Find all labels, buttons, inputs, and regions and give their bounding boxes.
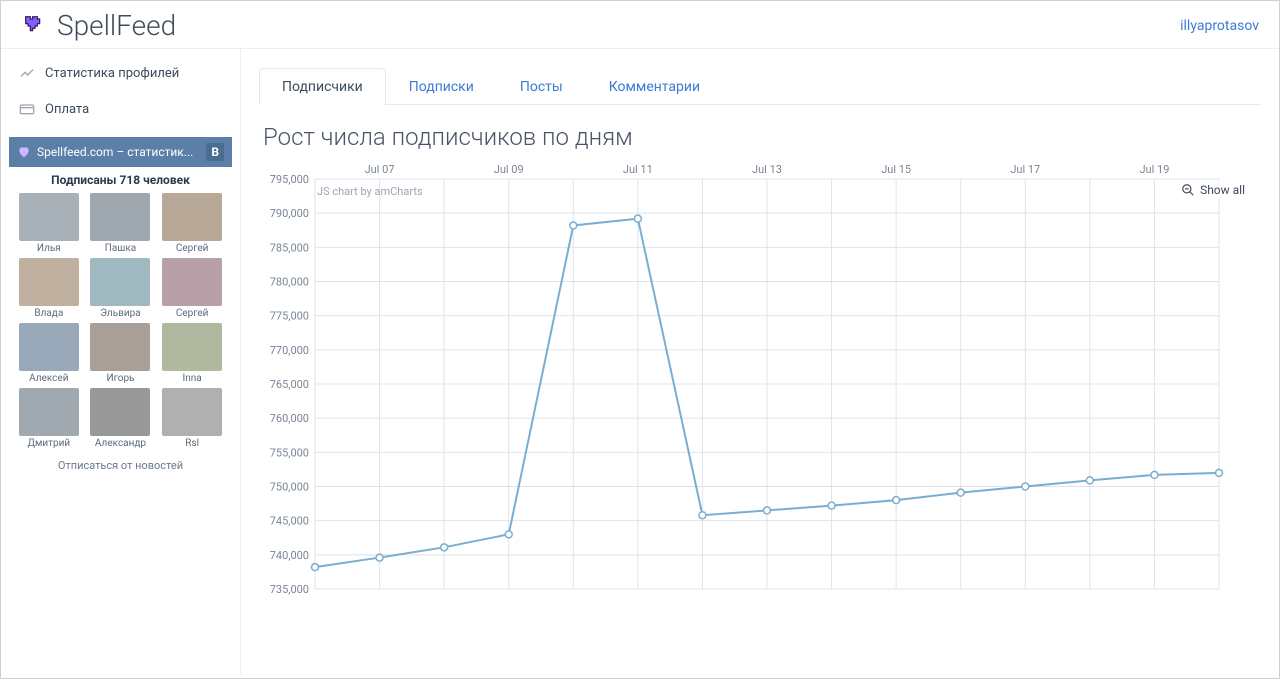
credit-card-icon (19, 101, 35, 117)
layout: Статистика профилей Оплата Spellfeed.com… (1, 49, 1279, 674)
svg-text:Jul 19: Jul 19 (1139, 163, 1169, 176)
svg-text:750,000: 750,000 (270, 481, 309, 494)
vk-person-name: Сергей (158, 308, 226, 319)
avatar (162, 258, 222, 306)
chart-title: Рост числа подписчиков по дням (263, 123, 1261, 151)
vk-unsubscribe[interactable]: Отписаться от новостей (9, 449, 232, 482)
tab-Подписчики[interactable]: Подписчики (259, 68, 386, 105)
vk-sub-count: Подписаны 718 человек (9, 167, 232, 193)
vk-person[interactable]: Эльвира (87, 258, 155, 319)
vk-person[interactable]: Илья (15, 193, 83, 254)
heart-icon (21, 12, 49, 40)
zoom-out-icon (1181, 183, 1195, 197)
svg-text:Jul 11: Jul 11 (623, 163, 653, 176)
avatar (90, 323, 150, 371)
svg-text:Jul 13: Jul 13 (752, 163, 782, 176)
vk-person[interactable]: Inna (158, 323, 226, 384)
main: ПодписчикиПодпискиПостыКомментарии Рост … (241, 49, 1279, 674)
vk-people-grid: ИльяПашкаСергейВладаЭльвираСергейАлексей… (9, 193, 232, 449)
tab-Посты[interactable]: Посты (497, 68, 586, 105)
vk-person-name: Inna (158, 373, 226, 384)
nav-item-stats[interactable]: Статистика профилей (1, 55, 240, 91)
vk-person-name: Пашка (87, 243, 155, 254)
svg-text:765,000: 765,000 (270, 378, 309, 391)
svg-text:745,000: 745,000 (270, 515, 309, 528)
chart-container: JS chart by amCharts Show all 735,000 740… (259, 159, 1261, 599)
avatar (90, 388, 150, 436)
vk-person-name: Сергей (158, 243, 226, 254)
nav-label: Статистика профилей (45, 66, 179, 81)
avatar (19, 258, 79, 306)
svg-text:755,000: 755,000 (270, 446, 309, 459)
show-all-label: Show all (1200, 183, 1245, 197)
svg-text:Jul 07: Jul 07 (365, 163, 395, 176)
vk-person[interactable]: Пашка (87, 193, 155, 254)
vk-person-name: Алексей (15, 373, 83, 384)
avatar (162, 193, 222, 241)
svg-text:Jul 09: Jul 09 (494, 163, 524, 176)
vk-person-name: Влада (15, 308, 83, 319)
vk-person-name: Александр (87, 438, 155, 449)
svg-text:795,000: 795,000 (270, 173, 309, 186)
avatar (19, 323, 79, 371)
vk-person[interactable]: Влада (15, 258, 83, 319)
svg-text:760,000: 760,000 (270, 412, 309, 425)
vk-person-name: Игорь (87, 373, 155, 384)
vk-person-name: Дмитрий (15, 438, 83, 449)
vk-person[interactable]: Александр (87, 388, 155, 449)
avatar (162, 388, 222, 436)
nav-label: Оплата (45, 102, 89, 117)
sidebar: Статистика профилей Оплата Spellfeed.com… (1, 49, 241, 674)
vk-person[interactable]: Игорь (87, 323, 155, 384)
vk-person[interactable]: Сергей (158, 258, 226, 319)
avatar (90, 258, 150, 306)
heart-icon (17, 145, 31, 159)
svg-text:785,000: 785,000 (270, 241, 309, 254)
vk-header[interactable]: Spellfeed.com – статистик... В (9, 137, 232, 167)
topbar: SpellFeed illyaprotasov (1, 1, 1279, 49)
chart-show-all[interactable]: Show all (1177, 181, 1249, 199)
avatar (19, 193, 79, 241)
avatar (162, 323, 222, 371)
vk-person[interactable]: Rsl (158, 388, 226, 449)
svg-text:Jul 15: Jul 15 (881, 163, 911, 176)
vk-person-name: Rsl (158, 438, 226, 449)
vk-person[interactable]: Сергей (158, 193, 226, 254)
svg-text:Jul 17: Jul 17 (1010, 163, 1040, 176)
followers-chart: 735,000 740,000 745,000 750,000 755,000 760,0… (259, 159, 1229, 599)
svg-text:735,000: 735,000 (270, 583, 309, 596)
brand-name: SpellFeed (57, 9, 176, 42)
vk-person-name: Илья (15, 243, 83, 254)
vk-person[interactable]: Алексей (15, 323, 83, 384)
nav-item-payment[interactable]: Оплата (1, 91, 240, 127)
svg-text:740,000: 740,000 (270, 549, 309, 562)
user-link[interactable]: illyaprotasov (1180, 18, 1259, 34)
vk-badge: В (206, 143, 224, 161)
vk-widget: Spellfeed.com – статистик... В Подписаны… (9, 137, 232, 482)
brand[interactable]: SpellFeed (21, 9, 176, 42)
vk-title: Spellfeed.com – статистик... (37, 145, 193, 159)
avatar (90, 193, 150, 241)
tab-Комментарии[interactable]: Комментарии (586, 68, 723, 105)
avatar (19, 388, 79, 436)
svg-text:790,000: 790,000 (270, 207, 309, 220)
chart-line-icon (19, 65, 35, 81)
svg-text:780,000: 780,000 (270, 276, 309, 289)
chart-attribution[interactable]: JS chart by amCharts (317, 185, 423, 198)
vk-person-name: Эльвира (87, 308, 155, 319)
tabs: ПодписчикиПодпискиПостыКомментарии (259, 67, 1261, 105)
svg-text:775,000: 775,000 (270, 310, 309, 323)
svg-text:770,000: 770,000 (270, 344, 309, 357)
tab-Подписки[interactable]: Подписки (386, 68, 497, 105)
vk-person[interactable]: Дмитрий (15, 388, 83, 449)
